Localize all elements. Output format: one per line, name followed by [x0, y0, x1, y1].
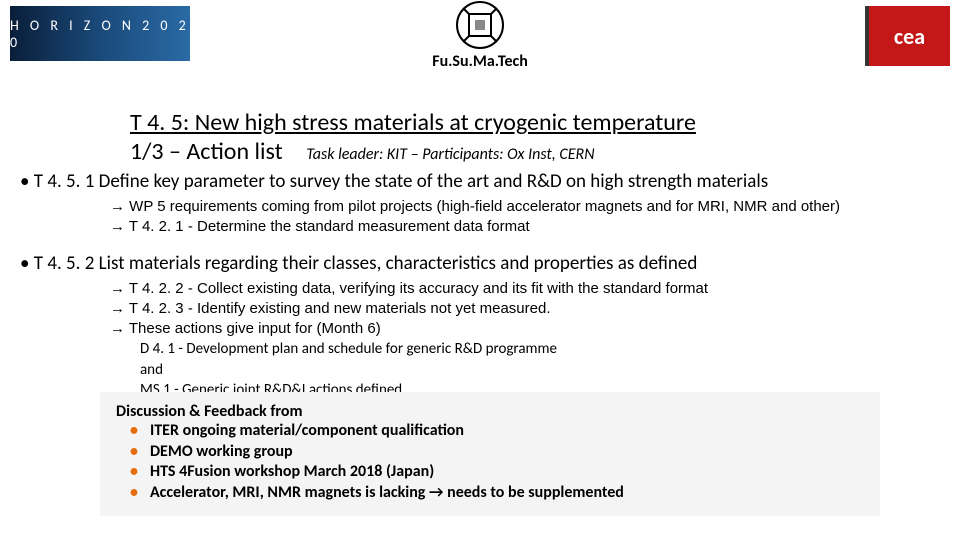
- horizon-2020-logo: H O R I Z O N 2 0 2 0: [10, 6, 190, 61]
- discussion-title: Discussion & Feedback from: [116, 402, 864, 421]
- discussion-item: DEMO working group: [130, 442, 864, 463]
- deliverable-and: and: [140, 360, 940, 380]
- discussion-item: HTS 4Fusion workshop March 2018 (Japan): [130, 462, 864, 483]
- discussion-item: Accelerator, MRI, NMR magnets is lacking…: [130, 483, 864, 504]
- bullet-452-sub2: → T 4. 2. 3 - Identify existing and new …: [110, 299, 940, 319]
- slide-body: • T 4. 5. 1 Define key parameter to surv…: [20, 170, 940, 400]
- horizon-text: H O R I Z O N 2 0 2 0: [10, 17, 190, 51]
- slide-title: T 4. 5: New high stress materials at cry…: [130, 108, 696, 166]
- bullet-451-sub2: → T 4. 2. 1 - Determine the standard mea…: [110, 217, 940, 237]
- title-line-1: T 4. 5: New high stress materials at cry…: [130, 108, 696, 137]
- fusumatech-logo: Fu.Su.Ma.Tech: [430, 0, 530, 71]
- bullet-452: • T 4. 5. 2 List materials regarding the…: [20, 252, 940, 275]
- fusumatech-icon: [455, 0, 505, 50]
- title-line-2: 1/3 – Action list: [130, 137, 283, 166]
- cea-logo: cea: [865, 6, 950, 66]
- discussion-box: Discussion & Feedback from ITER ongoing …: [100, 392, 880, 516]
- bullet-452-sub1: → T 4. 2. 2 - Collect existing data, ver…: [110, 279, 940, 299]
- bullet-452-sub3: → These actions give input for (Month 6): [110, 319, 940, 339]
- fusumatech-text: Fu.Su.Ma.Tech: [430, 52, 530, 71]
- bullet-451: • T 4. 5. 1 Define key parameter to surv…: [20, 170, 940, 193]
- task-leader: Task leader: KIT – Participants: Ox Inst…: [306, 145, 594, 164]
- discussion-list: ITER ongoing material/component qualific…: [130, 421, 864, 504]
- bullet-451-sub1: → WP 5 requirements coming from pilot pr…: [110, 197, 940, 217]
- cea-text: cea: [894, 23, 925, 50]
- discussion-item: ITER ongoing material/component qualific…: [130, 421, 864, 442]
- deliverable-d41: D 4. 1 - Development plan and schedule f…: [140, 339, 940, 359]
